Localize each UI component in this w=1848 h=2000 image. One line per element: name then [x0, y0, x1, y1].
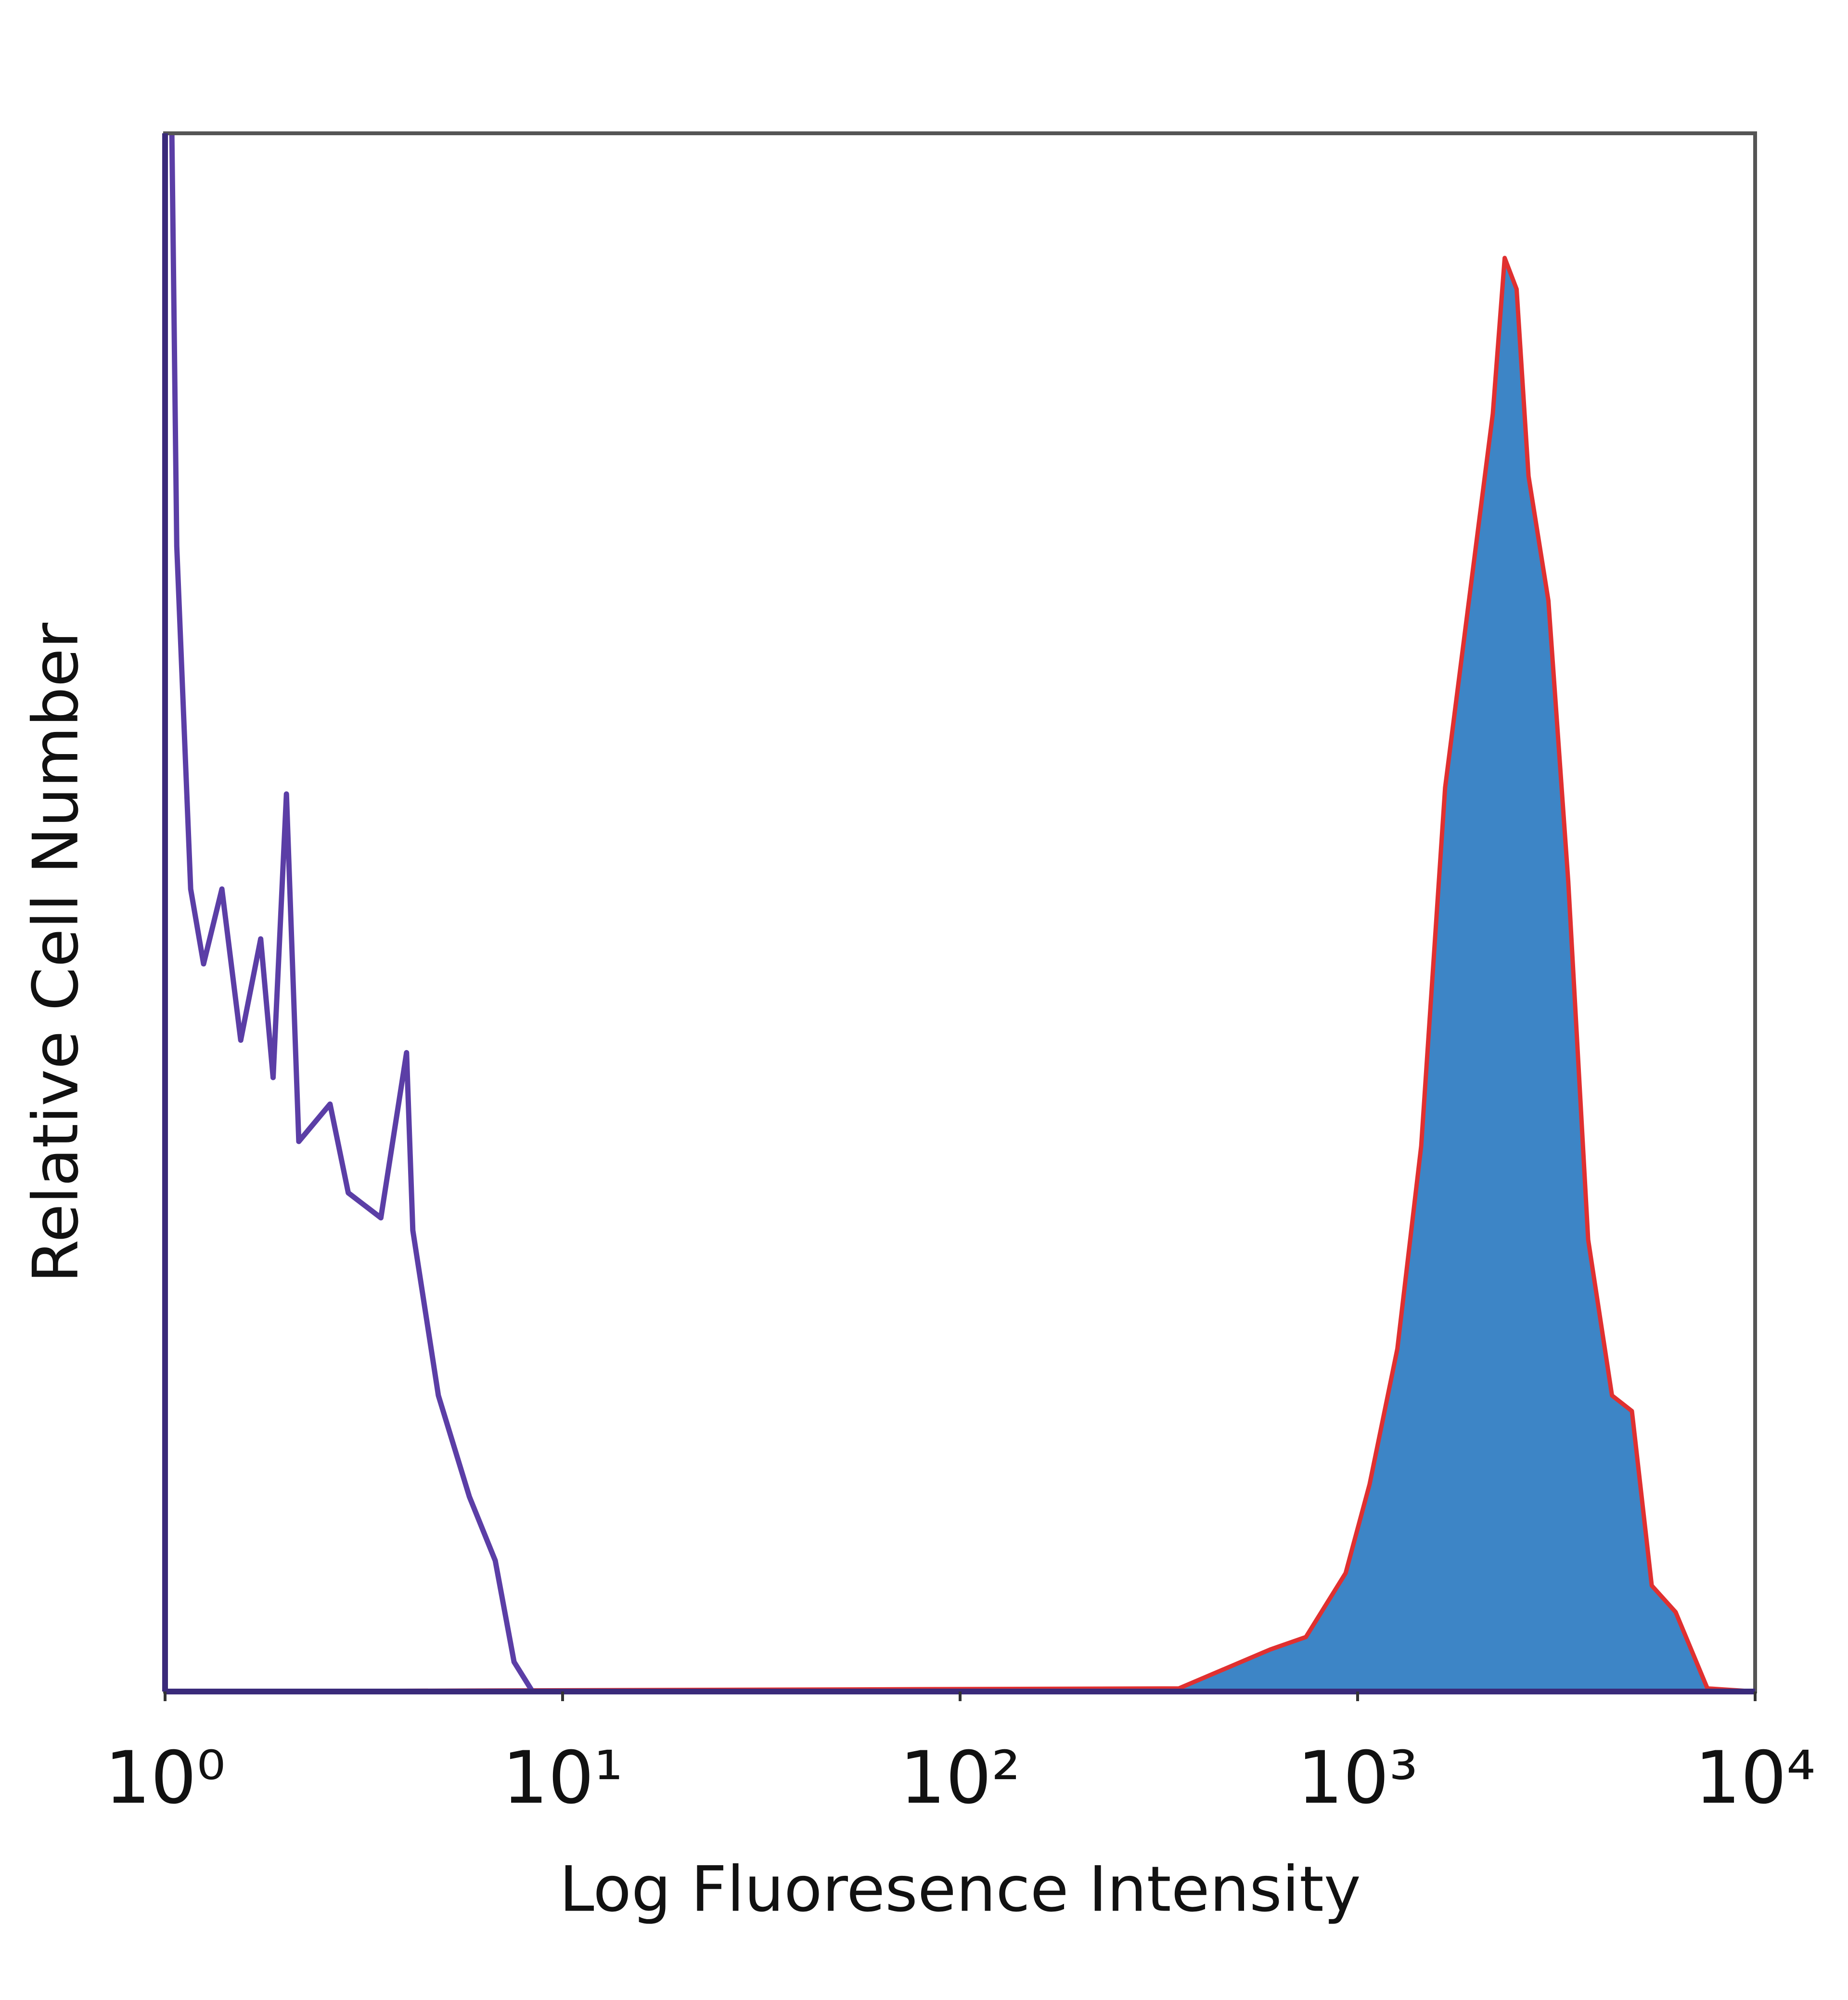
x-tick-label: 10³	[1297, 1736, 1418, 1820]
x-tick-label: 10⁴	[1694, 1736, 1815, 1820]
line	[169, 133, 1755, 1694]
x-axis-label: Log Fluoresence Intensity	[559, 1853, 1361, 1926]
x-tick-label: 10⁰	[104, 1736, 225, 1820]
area	[165, 258, 1755, 1692]
x-tick-label: 10¹	[502, 1736, 623, 1820]
y-axis-label: Relative Cell Number	[19, 622, 92, 1283]
x-tick-label: 10²	[899, 1736, 1020, 1820]
area-edge	[165, 256, 1756, 1694]
